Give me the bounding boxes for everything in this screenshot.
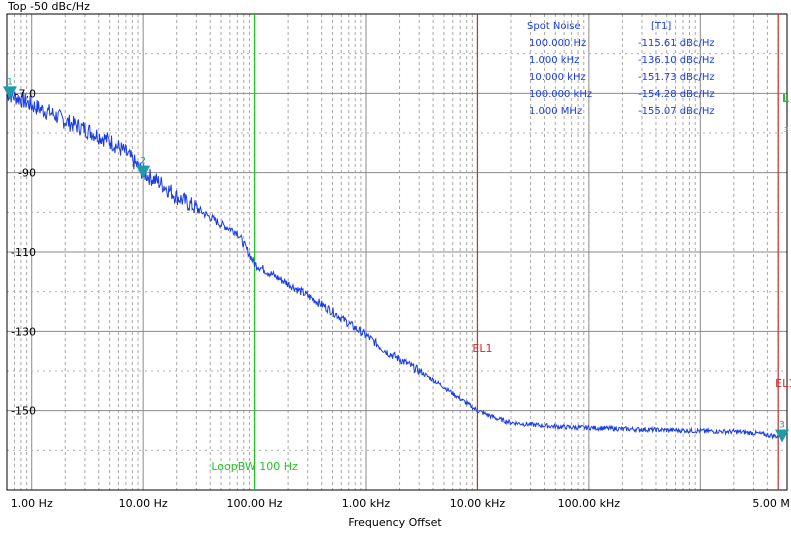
spot-noise-table: Spot Noise [T1] 100.000 Hz -115.61 dBc/H… — [527, 21, 715, 117]
x-axis-label: Frequency Offset — [348, 516, 442, 529]
spot-noise-offset: 1.000 MHz — [529, 106, 582, 117]
spot-noise-offset: 10.000 kHz — [529, 72, 586, 83]
right-edge-marker-letter: L — [782, 92, 789, 105]
y-tick-label: -130 — [11, 325, 36, 338]
right-edge-small-label: 3 — [784, 126, 788, 134]
marker-label: 3 — [779, 420, 785, 430]
marker-triangle — [775, 429, 789, 443]
spot-noise-offset: 100.000 kHz — [529, 89, 592, 100]
x-tick-label: 1.00 Hz — [11, 497, 53, 510]
spot-noise-value: -154.28 dBc/Hz — [638, 89, 715, 100]
y-tick-label: -150 — [11, 405, 36, 418]
x-tick-label: 5.00 MHz — [752, 497, 791, 510]
spot-noise-value: -115.61 dBc/Hz — [638, 38, 715, 49]
x-tick-label: 100.00 Hz — [227, 497, 283, 510]
spot-noise-value: -151.73 dBc/Hz — [638, 72, 715, 83]
x-tick-label: 100.00 kHz — [558, 497, 621, 510]
vertical-line-label: LoopBW 100 Hz — [211, 460, 298, 473]
markers: 1 2 3 — [3, 77, 789, 443]
marker-triangle — [3, 86, 17, 100]
spot-noise-trace-label: [T1] — [651, 21, 671, 32]
marker-label: 1 — [7, 77, 13, 87]
y-tick-label: -110 — [11, 246, 36, 259]
spot-noise-title: Spot Noise — [527, 21, 581, 32]
x-tick-labels: 1.00 Hz 10.00 Hz 100.00 Hz 1.00 kHz 10.00 kH… — [11, 497, 791, 510]
top-reference-label: Top -50 dBc/Hz — [7, 0, 90, 13]
y-tick-labels: -7,0 -90 -110 -130 -150 — [11, 87, 36, 417]
y-tick-label: -90 — [18, 167, 36, 180]
noise-trace — [6, 88, 779, 440]
limit-lines: LoopBW 100 Hz EL1 EL1 — [211, 14, 791, 490]
vertical-line-label: EL1 — [472, 342, 492, 355]
spot-noise-value: -155.07 dBc/Hz — [638, 106, 715, 117]
trace — [6, 88, 779, 440]
grid — [6, 14, 787, 490]
x-tick-label: 10.00 Hz — [119, 497, 168, 510]
x-tick-label: 10.00 kHz — [450, 497, 506, 510]
spot-noise-value: -136.10 dBc/Hz — [638, 55, 715, 66]
vertical-line-label: EL1 — [775, 377, 791, 390]
marker-label: 2 — [140, 157, 146, 167]
plot-frame — [6, 13, 788, 491]
x-tick-label: 1.00 kHz — [342, 497, 391, 510]
spot-noise-offset: 1.000 kHz — [529, 55, 579, 66]
marker-triangle — [136, 165, 151, 179]
spot-noise-offset: 100.000 Hz — [529, 38, 586, 49]
y-tick-label: -7,0 — [15, 87, 36, 100]
